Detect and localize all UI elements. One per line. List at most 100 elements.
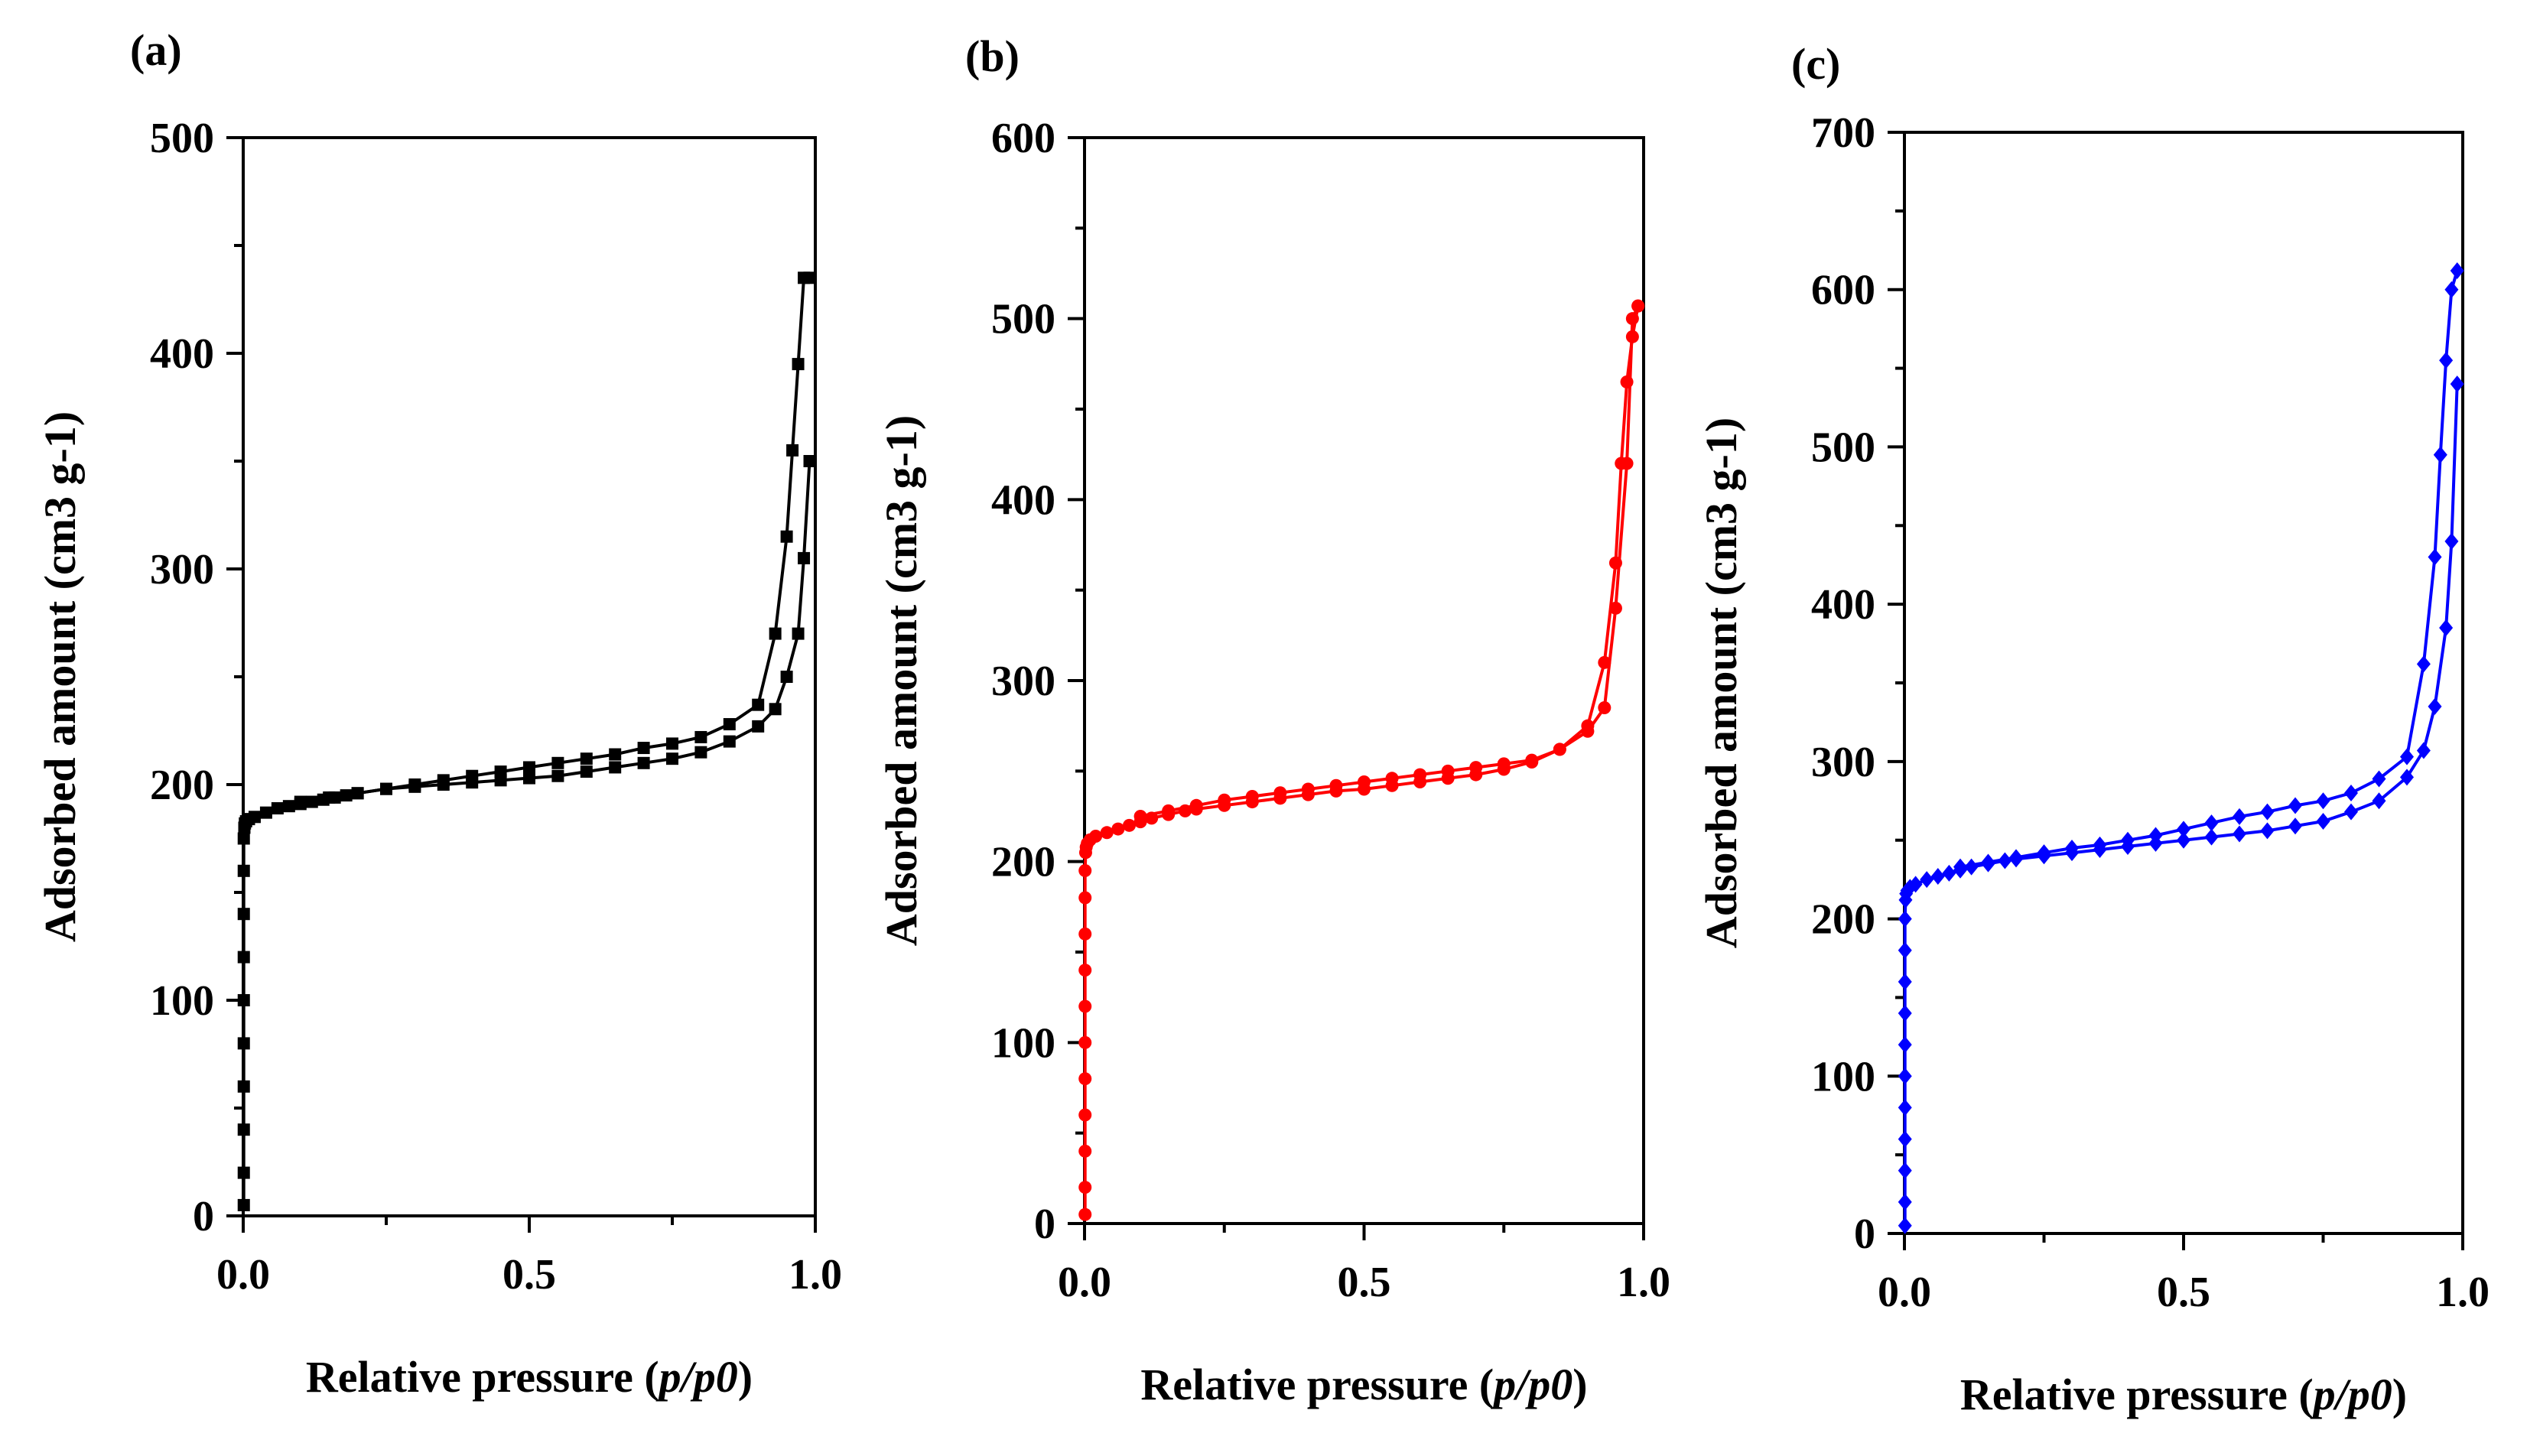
x-tick-label: 0.5	[502, 1251, 556, 1298]
y-tick-label: 400	[1811, 581, 1875, 629]
data-point-adsorption	[1898, 1217, 1912, 1234]
data-point-desorption	[1245, 789, 1259, 803]
data-point-adsorption	[1898, 1162, 1912, 1179]
data-point-desorption	[1608, 556, 1622, 570]
data-point-desorption	[792, 358, 805, 371]
data-point-adsorption	[1898, 1193, 1912, 1211]
data-point-desorption	[1189, 798, 1203, 812]
y-tick-label: 200	[991, 839, 1055, 886]
data-point-adsorption	[752, 720, 765, 733]
data-point-desorption	[1329, 778, 1343, 792]
data-point-desorption	[1133, 810, 1147, 823]
data-point-desorption	[786, 444, 799, 457]
x-tick-label: 1.0	[1617, 1259, 1670, 1306]
data-point-desorption	[2009, 849, 2023, 866]
data-point-desorption	[2260, 803, 2275, 821]
y-tick-label: 600	[991, 115, 1055, 162]
x-tick-label: 1.0	[2436, 1269, 2490, 1316]
data-point-desorption	[2416, 655, 2431, 673]
data-point-adsorption	[237, 832, 250, 845]
y-tick-label: 300	[150, 546, 214, 593]
data-point-adsorption	[2344, 803, 2358, 821]
x-tick-label: 1.0	[789, 1251, 842, 1298]
y-tick-label: 300	[1811, 739, 1875, 786]
data-point-desorption	[1598, 655, 1611, 669]
data-point-adsorption	[1898, 973, 1912, 990]
chart-panel-2: (b) 0 100 200 300 400 500 600 0.0 0.5 1.0 Relative …	[876, 31, 1670, 1409]
data-point-desorption	[2288, 797, 2302, 814]
data-point-desorption	[380, 782, 392, 795]
data-point-adsorption	[2416, 742, 2431, 759]
data-point-adsorption	[2233, 825, 2246, 843]
data-point-desorption	[1358, 775, 1371, 789]
data-point-adsorption	[248, 811, 261, 824]
y-tick-label: 200	[150, 762, 214, 809]
data-point-desorption	[466, 769, 479, 782]
y-tick-label: 0	[1034, 1201, 1055, 1248]
data-point-adsorption	[237, 1198, 250, 1211]
x-axis-title: Relative pressure (p/p0)	[306, 1352, 753, 1402]
y-tick-label: 700	[1811, 109, 1875, 157]
data-point-adsorption	[1598, 701, 1611, 714]
y-tick-label: 100	[991, 1019, 1055, 1067]
data-point-adsorption	[271, 802, 284, 815]
data-point-desorption	[323, 791, 336, 804]
data-point-desorption	[551, 756, 564, 769]
x-axis-title: Relative pressure (p/p0)	[1140, 1360, 1587, 1409]
data-point-adsorption	[666, 752, 678, 765]
data-point-adsorption	[237, 994, 250, 1006]
data-point-adsorption	[237, 1080, 250, 1093]
data-point-adsorption	[1898, 1068, 1912, 1085]
data-point-adsorption	[2316, 813, 2330, 830]
y-tick-label: 400	[991, 476, 1055, 524]
data-point-adsorption	[1078, 927, 1092, 941]
data-point-desorption	[666, 737, 678, 750]
data-point-adsorption	[1930, 868, 1945, 886]
data-point-adsorption	[792, 627, 805, 640]
data-point-desorption	[1413, 768, 1427, 782]
data-point-desorption	[1525, 753, 1539, 767]
y-tick-label: 400	[150, 330, 214, 378]
y-tick-label: 0	[1854, 1211, 1875, 1258]
data-point-desorption	[1385, 772, 1399, 785]
data-point-desorption	[408, 778, 421, 791]
data-point-desorption	[2204, 814, 2219, 832]
data-point-desorption	[2316, 792, 2330, 810]
chart-panel-3: (c) 0 100 200 300 400 500 600 700 0.0 0.5 1.0 Relati…	[1696, 39, 2490, 1419]
y-axis-title: Adsorbed amount (cm3 g-1)	[35, 411, 85, 942]
data-point-desorption	[523, 761, 535, 774]
data-point-adsorption	[2177, 831, 2190, 849]
data-point-adsorption	[1078, 964, 1092, 977]
data-point-adsorption	[237, 1037, 250, 1050]
data-point-adsorption	[1898, 1005, 1912, 1022]
data-point-desorption	[2344, 785, 2358, 801]
data-point-adsorption	[580, 765, 593, 778]
y-axis-title: Adsorbed amount (cm3 g-1)	[1696, 418, 1746, 948]
data-point-desorption	[1631, 299, 1645, 313]
data-point-adsorption	[723, 735, 736, 748]
data-point-desorption	[2400, 748, 2414, 765]
data-point-desorption	[2450, 262, 2464, 280]
data-point-adsorption	[1078, 1181, 1092, 1194]
data-point-adsorption	[2372, 792, 2386, 810]
y-tick-label: 500	[1811, 424, 1875, 471]
data-point-desorption	[437, 774, 450, 787]
data-point-adsorption	[259, 806, 272, 819]
data-point-desorption	[1162, 804, 1176, 817]
y-tick-label: 100	[1811, 1053, 1875, 1100]
y-axis-title: Adsorbed amount (cm3 g-1)	[876, 415, 926, 946]
data-point-adsorption	[2400, 769, 2414, 786]
data-point-desorption	[798, 271, 811, 284]
data-point-adsorption	[1078, 1035, 1092, 1049]
x-tick-label: 0.0	[1878, 1269, 1931, 1316]
data-point-desorption	[1615, 457, 1628, 470]
data-point-adsorption	[523, 772, 535, 785]
data-point-adsorption	[1078, 1072, 1092, 1086]
data-point-desorption	[2148, 827, 2163, 844]
data-point-adsorption	[1078, 864, 1092, 877]
data-point-desorption	[2065, 840, 2079, 856]
data-point-desorption	[694, 730, 707, 743]
data-point-adsorption	[2260, 822, 2275, 840]
data-point-desorption	[294, 795, 307, 808]
